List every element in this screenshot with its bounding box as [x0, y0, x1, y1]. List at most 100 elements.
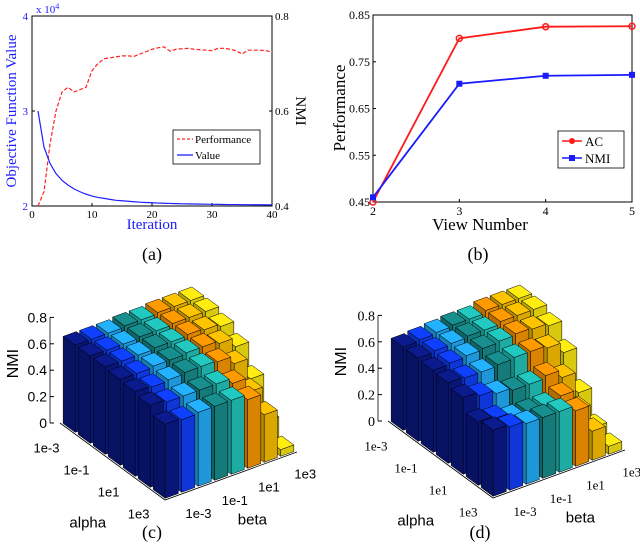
- bar-top-face: [500, 376, 527, 391]
- bar-alpha6-beta0: [480, 416, 507, 497]
- bar-top-face: [206, 329, 233, 344]
- caption-d: (d): [470, 522, 491, 543]
- bar-top-face: [124, 359, 151, 374]
- bar-top-face: [107, 365, 134, 380]
- bar-top-face: [127, 322, 154, 338]
- bar-top-face: [205, 347, 232, 363]
- data-point-ac: [541, 22, 550, 31]
- x-axis-label-b: View Number: [432, 215, 528, 234]
- bar-front-face: [164, 419, 179, 499]
- bar-top-face: [530, 403, 557, 418]
- bar-top-face: [142, 333, 169, 349]
- bar-top-face: [503, 319, 530, 335]
- bar-top-face: [513, 409, 540, 424]
- y-tick-label-b: 0.65: [349, 102, 370, 116]
- y-left-tick-label-a: 2: [23, 201, 29, 213]
- z-tick-label-c: 0.8: [28, 309, 48, 325]
- bar-top-face: [488, 307, 515, 322]
- legend-marker-ac: [569, 138, 575, 144]
- x-tick-label-a: 0: [29, 209, 35, 221]
- bar-top-face: [140, 352, 167, 367]
- bar-top-face: [480, 416, 507, 431]
- alpha-tick-label-c: 1e3: [128, 507, 150, 522]
- floor-axes-d: [387, 420, 626, 499]
- z-tick-label-c: 0: [39, 415, 47, 431]
- data-point-ac: [455, 34, 464, 43]
- y-tick-label-b: 0.55: [349, 148, 370, 162]
- panel-d-chart: 0 0.2 0.4 0.6 0.8 NMI 1e-3 1e-1 1e1 1e3 1e-3 1e-1 1e…: [333, 284, 640, 529]
- bar-front-face: [591, 426, 606, 461]
- x-tick-label-b: 4: [543, 204, 549, 218]
- bar-top-face: [497, 413, 524, 428]
- bar-front-face: [525, 418, 540, 485]
- z-tick-label-d: 0: [368, 415, 375, 430]
- panel-a-chart: 0 10 20 30 40 2 3 4 0.4 0.6 0.8 x 104 Iteration Ob…: [4, 2, 308, 233]
- y-axis-right-label-a: NMI: [292, 96, 308, 125]
- bar-top-face: [155, 365, 182, 381]
- y-tick-label-b: 0.75: [349, 55, 370, 69]
- bar-top-face: [92, 353, 119, 368]
- bar-top-face: [143, 316, 170, 332]
- bar-top-face: [534, 334, 561, 349]
- bar-front-face: [558, 406, 573, 473]
- z-tick-label-c: 0.4: [28, 362, 48, 378]
- bar-top-face: [435, 368, 462, 384]
- bar-top-face: [176, 303, 203, 318]
- bar-top-face: [518, 337, 545, 352]
- data-point-nmi: [542, 72, 549, 79]
- beta-tick-label-d: 1e-1: [550, 491, 573, 506]
- bar-top-face: [202, 392, 229, 407]
- bar-top-face: [79, 325, 106, 340]
- bar-top-face: [519, 315, 546, 330]
- bar-side-face: [465, 412, 479, 486]
- plot-area-b: [372, 14, 633, 203]
- bar-top-face: [405, 344, 432, 359]
- beta-tick-label-c: 1e3: [294, 466, 316, 481]
- bar-top-face: [77, 342, 104, 357]
- bar-top-face: [465, 408, 492, 423]
- legend-label-value: Value: [195, 150, 220, 162]
- bar-top-face: [486, 327, 513, 342]
- bar-top-face: [440, 311, 467, 326]
- bar-side-face: [107, 370, 121, 466]
- bar-top-face: [95, 319, 122, 334]
- bar-side-face: [480, 421, 494, 497]
- alpha-tick-label-c: 1e-1: [63, 463, 89, 478]
- legend-marker-nmi: [569, 155, 575, 161]
- x-axis-label-a: Iteration: [127, 217, 178, 233]
- bar-top-face: [548, 382, 575, 397]
- caption-c: (c): [142, 522, 162, 543]
- bar-top-face: [178, 286, 205, 301]
- bar-top-face: [516, 370, 543, 385]
- y-right-tick-label-a: 0.4: [275, 201, 289, 213]
- bar-front-face: [492, 425, 507, 497]
- bar-top-face: [422, 336, 449, 352]
- bar-top-face: [504, 301, 531, 316]
- bar-alpha6-beta0: [152, 410, 179, 499]
- bar-top-face: [172, 358, 199, 373]
- bar-top-face: [185, 398, 212, 413]
- z-tick-label-c: 0.2: [28, 389, 48, 405]
- bar-top-face: [453, 341, 480, 357]
- y-right-tick-label-a: 0.6: [275, 106, 289, 118]
- bar-top-face: [450, 383, 477, 399]
- bar-side-face: [62, 335, 76, 433]
- bar-top-face: [122, 377, 149, 393]
- legend-a: Performance Value: [172, 129, 261, 165]
- bar-top-face: [161, 292, 188, 307]
- bar-top-face: [139, 373, 166, 388]
- z-tick-label-c: 0.6: [28, 336, 48, 352]
- series-line-performance: [37, 46, 273, 207]
- x-tick-label-a: 20: [147, 209, 159, 221]
- bar-top-face: [125, 341, 152, 356]
- bar-front-face: [247, 394, 262, 469]
- bar-side-face: [122, 382, 136, 477]
- panel-b-chart: 2 3 4 5 0.45 0.55 0.65 0.75 0.85 View Number Per…: [330, 8, 636, 234]
- bar-front-face: [214, 401, 229, 481]
- alpha-tick-label-d: 1e-3: [364, 439, 387, 454]
- z-axis-label-d: NMI: [333, 347, 350, 376]
- bar-top-face: [128, 305, 155, 321]
- bar-front-face: [181, 414, 196, 493]
- bar-side-face: [137, 396, 151, 488]
- beta-tick-label-c: 1e1: [258, 480, 280, 495]
